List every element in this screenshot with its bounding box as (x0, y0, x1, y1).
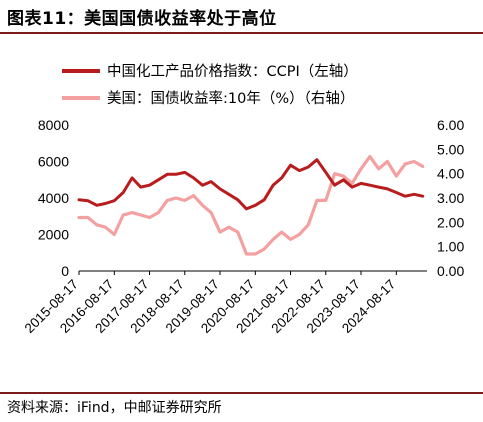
left-tick-label: 8000 (38, 117, 69, 133)
legend-label-2: 美国：国债收益率:10年（%）（右轴） (107, 90, 354, 107)
series-line-2 (77, 155, 425, 256)
left-tick-label: 4000 (38, 190, 69, 206)
left-tick-label: 0 (61, 263, 69, 279)
series-line-1 (77, 158, 425, 211)
right-tick-label: 0.00 (437, 263, 464, 279)
title-rule (0, 32, 483, 34)
legend-label-1: 中国化工产品价格指数：CCPI（左轴） (107, 63, 358, 80)
figure-title: 图表11：美国国债收益率处于高位 (7, 9, 277, 29)
line-chart: 中国化工产品价格指数：CCPI（左轴） 美国：国债收益率:10年（%）（右轴） 0 2… (22, 63, 465, 336)
left-tick-label: 6000 (38, 154, 69, 170)
source-rule (0, 392, 483, 394)
right-tick-label: 5.00 (437, 141, 464, 157)
left-tick-label: 2000 (38, 227, 69, 243)
right-tick-label: 3.00 (437, 190, 464, 206)
right-tick-label: 1.00 (437, 239, 464, 255)
right-tick-label: 2.00 (437, 214, 464, 230)
right-tick-label: 4.00 (437, 166, 464, 182)
right-tick-label: 6.00 (437, 117, 464, 133)
source-note: 资料来源：iFind，中邮证券研究所 (7, 400, 222, 416)
